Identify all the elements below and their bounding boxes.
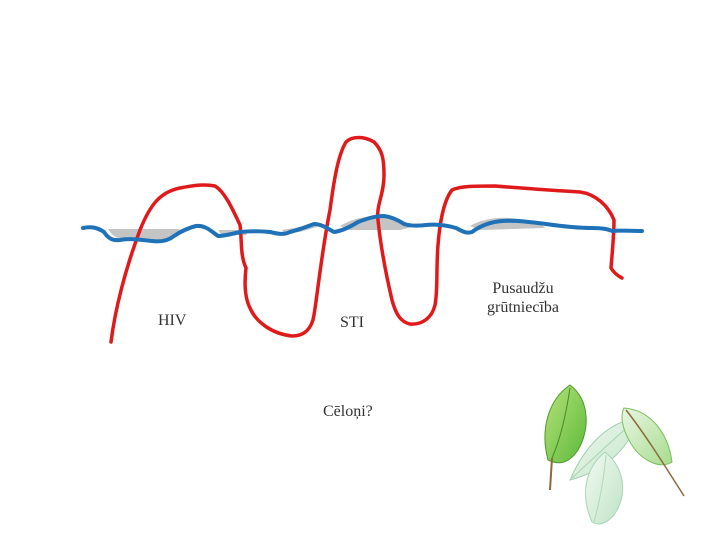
waterline <box>81 214 644 244</box>
label-hiv: HIV <box>158 312 187 329</box>
label-teen-pregnancy-line1: Pusaudžu <box>492 280 554 297</box>
label-teen-pregnancy: Pusaudžu grūtniecība <box>478 279 568 317</box>
label-sti: STI <box>340 314 364 331</box>
leaf-green <box>544 384 587 491</box>
leaves-icon <box>544 384 685 525</box>
label-teen-pregnancy-line2: grūtniecība <box>487 299 559 316</box>
label-causes: Cēloņi? <box>323 403 373 420</box>
leaf-right <box>621 407 685 497</box>
leaf-pale-bottom <box>585 451 624 525</box>
iceberg-outline <box>109 135 624 344</box>
